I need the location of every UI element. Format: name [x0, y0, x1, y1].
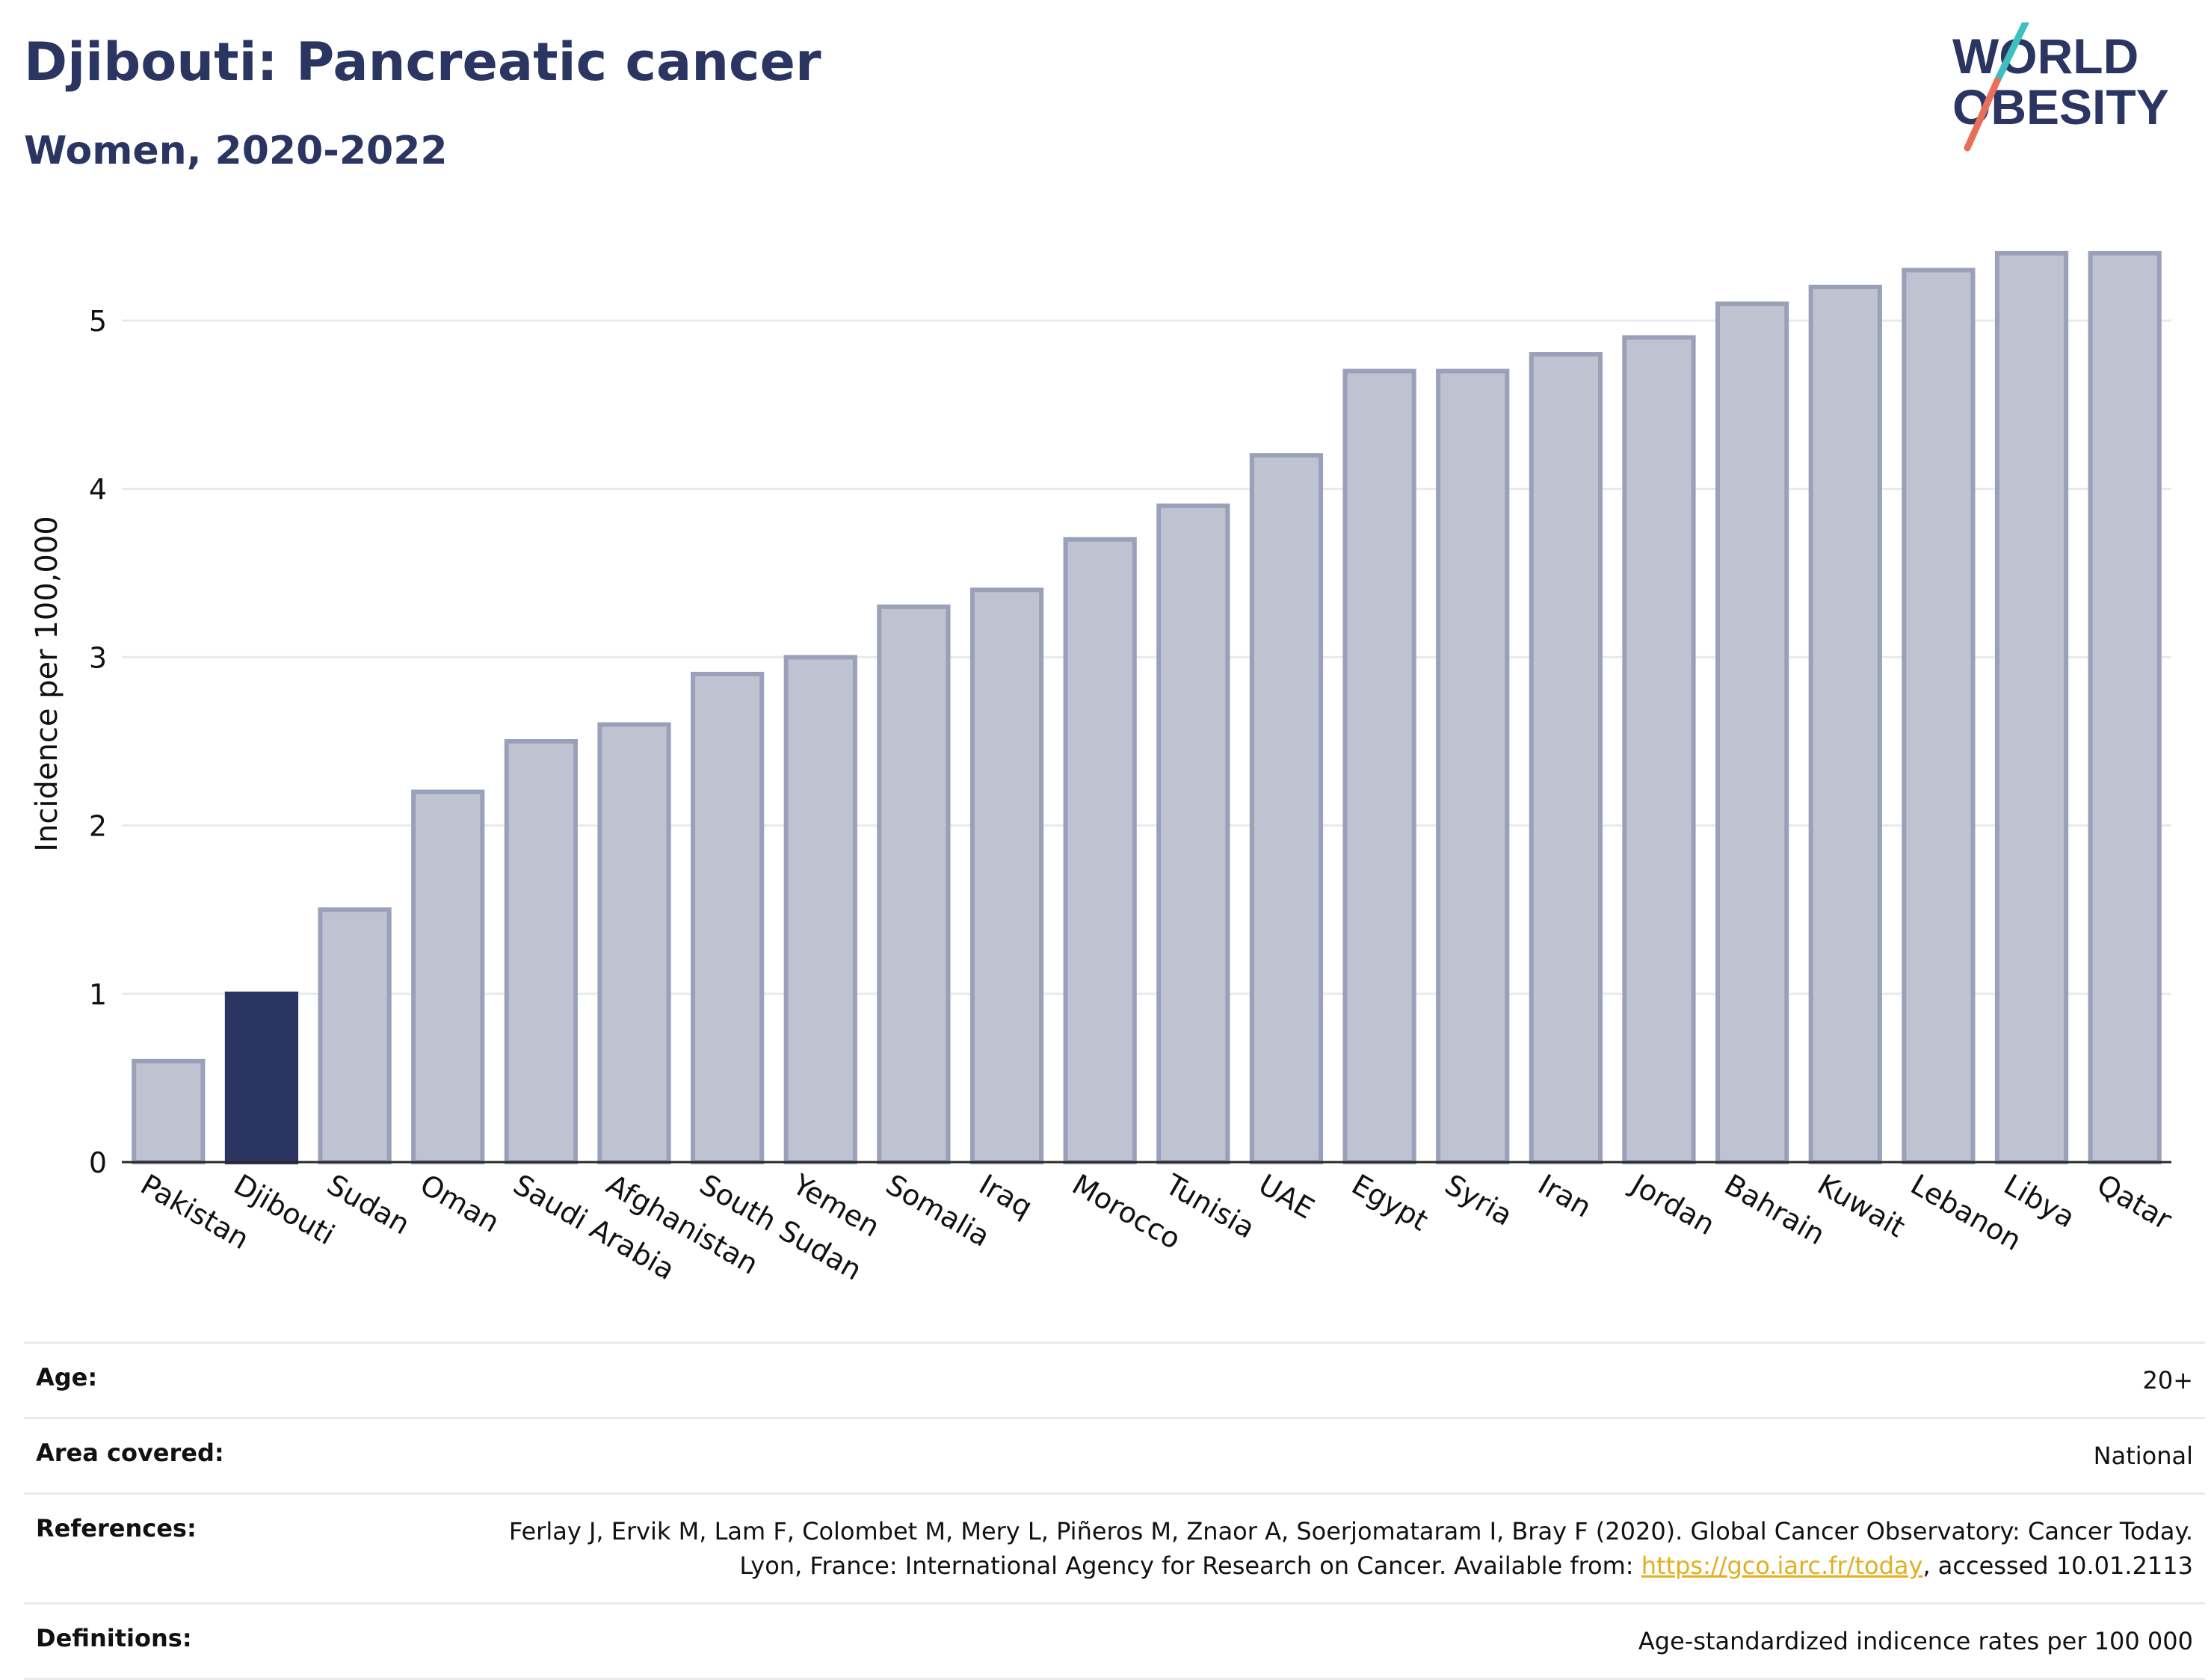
logo-slash-teal-icon — [1993, 22, 2029, 84]
bar-iraq — [969, 587, 1044, 1164]
x-tick-label: UAE — [1253, 1168, 1319, 1226]
info-label-area: Area covered: — [36, 1439, 224, 1467]
x-tick-label: Syria — [1440, 1168, 1518, 1232]
x-tick-label: Oman — [415, 1168, 505, 1239]
bar-pakistan — [132, 1058, 206, 1164]
bar-jordan — [1622, 335, 1696, 1164]
bar-yemen — [783, 655, 857, 1164]
bar-sudan — [318, 907, 392, 1164]
bars — [132, 250, 2162, 1165]
bar-iran — [1529, 352, 1603, 1164]
bar-south-sudan — [691, 671, 765, 1164]
bar-qatar — [2088, 250, 2162, 1164]
info-row-area: Area covered: National — [24, 1417, 2205, 1492]
bar-kuwait — [1808, 284, 1882, 1165]
world-obesity-logo: WORLD OBESITY — [1952, 22, 2169, 152]
references-accessed: , accessed 10.01.2113 — [1922, 1551, 2193, 1580]
references-text: Ferlay J, Ervik M, Lam F, Colombet M, Me… — [508, 1517, 2193, 1580]
page-subtitle: Women, 2020-2022 — [24, 129, 448, 173]
y-axis-label: Incidence per 100,000 — [30, 516, 64, 852]
bar-bahrain — [1715, 301, 1789, 1165]
info-label-references: References: — [36, 1514, 197, 1542]
y-tick-label: 0 — [89, 1146, 107, 1179]
info-row-definitions: Definitions: Age-standardized indicence … — [24, 1602, 2205, 1680]
y-tick-label: 2 — [89, 810, 107, 843]
info-value-age: 20+ — [2142, 1366, 2193, 1395]
bar-morocco — [1063, 537, 1137, 1164]
bar-oman — [411, 789, 485, 1165]
info-value-references: Ferlay J, Ervik M, Lam F, Colombet M, Me… — [474, 1514, 2193, 1583]
bar-tunisia — [1156, 503, 1230, 1164]
x-tick-label: Jordan — [1624, 1167, 1720, 1242]
y-tick-label: 3 — [89, 641, 107, 674]
x-tick-label: Somalia — [881, 1168, 996, 1253]
page-title: Djibouti: Pancreatic cancer — [24, 31, 821, 93]
bar-somalia — [877, 604, 951, 1164]
x-tick-label: Qatar — [2091, 1168, 2177, 1237]
info-table: Age: 20+ Area covered: National Referenc… — [24, 1341, 2205, 1680]
bar-djibouti — [224, 991, 299, 1165]
bar-saudi-arabia — [504, 739, 578, 1164]
logo-line1: WORLD — [1952, 28, 2138, 84]
x-tick-label: Iraq — [974, 1168, 1038, 1224]
x-tick-label: Egypt — [1346, 1168, 1434, 1238]
bar-uae — [1249, 453, 1324, 1164]
x-tick-label: Kuwait — [1812, 1168, 1911, 1244]
bar-egypt — [1342, 368, 1416, 1164]
info-value-area: National — [2093, 1442, 2193, 1470]
bar-afghanistan — [597, 722, 671, 1164]
info-row-age: Age: 20+ — [24, 1341, 2205, 1417]
info-label-definitions: Definitions: — [36, 1624, 192, 1652]
info-value-definitions: Age-standardized indicence rates per 100… — [1638, 1627, 2193, 1655]
y-tick-label: 1 — [89, 978, 107, 1011]
bar-lebanon — [1902, 268, 1976, 1165]
info-label-age: Age: — [36, 1363, 98, 1392]
x-tick-label: Bahrain — [1719, 1168, 1831, 1252]
y-tick-label: 4 — [89, 473, 107, 506]
references-link[interactable]: https://gco.iarc.fr/today — [1641, 1551, 1923, 1580]
x-tick-label: Iran — [1532, 1168, 1597, 1224]
bar-libya — [1994, 250, 2069, 1164]
logo-slash-coral-icon — [1964, 77, 2001, 152]
bar-syria — [1436, 368, 1510, 1164]
y-tick-label: 5 — [89, 305, 107, 338]
info-row-references: References: Ferlay J, Ervik M, Lam F, Co… — [24, 1492, 2205, 1602]
